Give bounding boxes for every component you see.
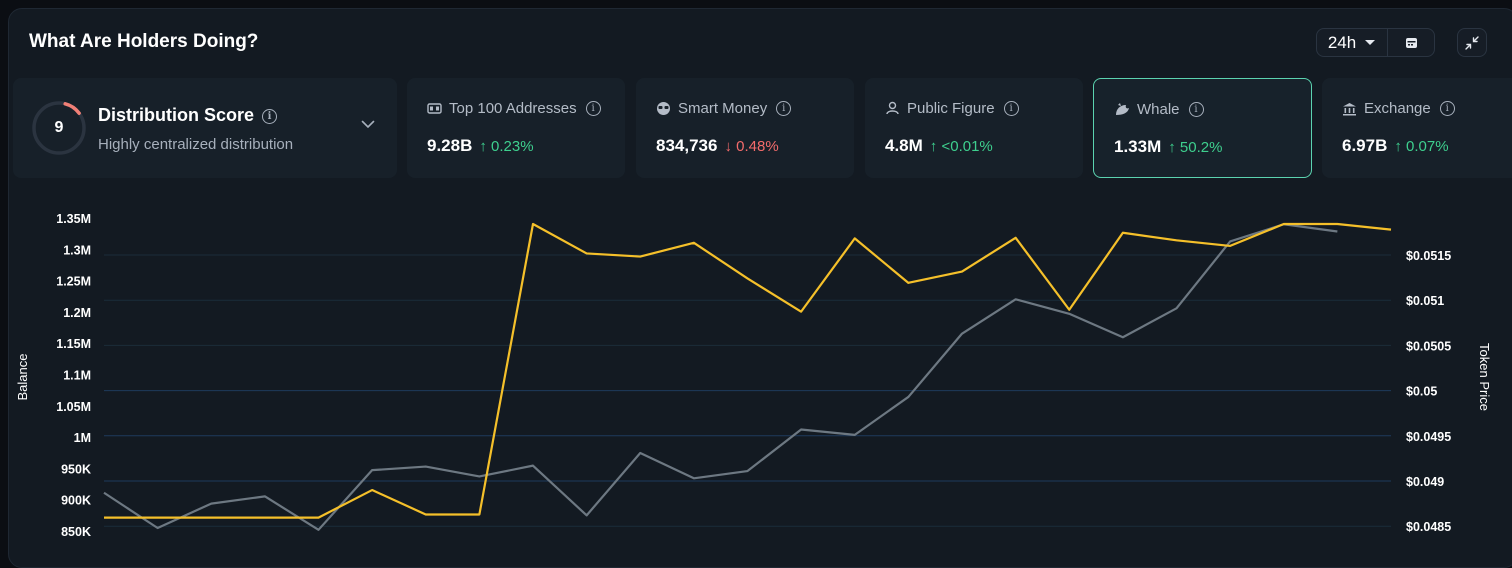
- distribution-subtitle: Highly centralized distribution: [98, 136, 294, 153]
- info-icon[interactable]: i: [1003, 101, 1019, 116]
- y-tick-label: 1.15M: [56, 337, 91, 351]
- y-tick-label: 1M: [74, 431, 91, 445]
- score-value: 9: [54, 119, 64, 136]
- y-tick-label: 850K: [61, 525, 91, 539]
- y-tick-label: 1.35M: [56, 212, 91, 226]
- collapse-arrows-icon: [1465, 35, 1479, 50]
- y-tick-label: 1.2M: [63, 306, 91, 320]
- info-icon[interactable]: i: [262, 108, 278, 124]
- y2-tick-label: $0.05: [1406, 385, 1437, 399]
- metric-value: 6.97B: [1342, 136, 1388, 155]
- calendar-icon: [1405, 38, 1417, 48]
- chart-grid: [104, 254, 1391, 527]
- y2-tick-label: $0.0515: [1406, 249, 1451, 263]
- holders-panel: What Are Holders Doing? 24h 9 Dis: [8, 8, 1512, 568]
- range-dropdown[interactable]: 24h: [1317, 29, 1388, 56]
- distribution-score-card[interactable]: 9 Distribution Score i Highly centralized…: [13, 78, 397, 178]
- distribution-title-text: Distribution Score: [98, 105, 255, 125]
- y2-axis-title: Token Price: [1477, 343, 1492, 411]
- metric-change: ↑ 0.07%: [1394, 138, 1449, 155]
- metric-label: Exchange i: [1342, 100, 1455, 117]
- y-tick-label: 950K: [61, 462, 91, 476]
- caret-down-icon: [1365, 39, 1376, 45]
- metric-label-text: Smart Money: [678, 100, 768, 117]
- y-tick-label: 1.25M: [56, 275, 91, 289]
- metric-change-text: 0.23%: [491, 138, 534, 155]
- metric-change: ↑ <0.01%: [929, 138, 993, 155]
- metric-value: 834,736: [656, 136, 718, 155]
- metric-values: 834,736 ↓ 0.48%: [656, 136, 779, 156]
- score-ring: [32, 101, 86, 155]
- metric-change-text: 0.48%: [736, 138, 779, 155]
- metric-card-public-figure[interactable]: Public Figure i 4.8M ↑ <0.01%: [865, 78, 1083, 178]
- calendar-button[interactable]: [1388, 29, 1434, 56]
- metric-card-smart-money[interactable]: Smart Money i 834,736 ↓ 0.48%: [636, 78, 854, 178]
- y2-axis-ticks: $0.0515 $0.051 $0.0505 $0.05 $0.0495 $0.049 $0…: [1406, 249, 1451, 534]
- panel-title: What Are Holders Doing?: [29, 31, 259, 52]
- y2-tick-label: $0.049: [1406, 475, 1444, 489]
- info-icon[interactable]: i: [776, 101, 792, 116]
- metric-values: 1.33M ↑ 50.2%: [1114, 137, 1222, 157]
- y2-tick-label: $0.0505: [1406, 339, 1451, 353]
- metric-value: 4.8M: [885, 136, 923, 155]
- metric-value: 9.28B: [427, 136, 473, 155]
- wallet-icon: [427, 103, 442, 114]
- info-icon[interactable]: i: [1188, 102, 1204, 117]
- metric-label-text: Public Figure: [907, 100, 995, 117]
- metric-change: ↓ 0.48%: [724, 138, 779, 155]
- metric-label: Public Figure i: [885, 100, 1019, 117]
- range-label: 24h: [1327, 32, 1357, 52]
- range-selector[interactable]: 24h: [1316, 28, 1435, 57]
- y-axis-title: Balance: [15, 354, 30, 401]
- y2-tick-label: $0.0495: [1406, 430, 1451, 444]
- metric-values: 4.8M ↑ <0.01%: [885, 136, 993, 156]
- info-icon[interactable]: i: [585, 101, 601, 116]
- metric-change-text: 0.07%: [1406, 138, 1449, 155]
- whale-icon: [1116, 103, 1129, 115]
- sunglasses-icon: [657, 102, 670, 115]
- y-tick-label: 1.05M: [56, 400, 91, 414]
- metric-card-exchange[interactable]: Exchange i 6.97B ↑ 0.07%: [1322, 78, 1512, 178]
- distribution-title: Distribution Score i: [98, 105, 278, 126]
- metric-change: ↑ 0.23%: [479, 138, 534, 155]
- metric-label: Top 100 Addresses i: [427, 100, 601, 117]
- metric-label-text: Top 100 Addresses: [449, 100, 577, 117]
- collapse-button[interactable]: [1457, 28, 1487, 57]
- series-line-token-price: [103, 223, 1338, 531]
- info-icon[interactable]: i: [1439, 101, 1455, 116]
- chevron-down-icon[interactable]: [361, 120, 375, 129]
- metric-values: 9.28B ↑ 0.23%: [427, 136, 534, 156]
- metric-card-top100[interactable]: Top 100 Addresses i 9.28B ↑ 0.23%: [407, 78, 625, 178]
- y2-tick-label: $0.051: [1406, 294, 1444, 308]
- metric-card-whale[interactable]: Whale i 1.33M ↑ 50.2%: [1093, 78, 1312, 178]
- metric-label: Smart Money i: [656, 100, 792, 117]
- metric-label: Whale i: [1114, 101, 1204, 118]
- metric-value: 1.33M: [1114, 137, 1162, 156]
- y-tick-label: 900K: [61, 494, 91, 508]
- metric-change-text: 50.2%: [1179, 139, 1223, 156]
- bank-icon: [1343, 102, 1356, 115]
- chart-series: [103, 222, 1392, 531]
- series-line-balance: [104, 222, 1392, 519]
- y2-tick-label: $0.0485: [1406, 520, 1451, 534]
- person-icon: [886, 101, 899, 115]
- metric-change: ↑ 50.2%: [1168, 139, 1223, 156]
- y-axis-ticks: 1.35M 1.3M 1.25M 1.2M 1.15M 1.1M 1.05M 1M 950K 90…: [56, 212, 91, 539]
- metric-change-text: <0.01%: [941, 138, 993, 155]
- y-tick-label: 1.3M: [63, 243, 91, 257]
- metric-values: 6.97B ↑ 0.07%: [1342, 136, 1449, 156]
- metric-label-text: Exchange: [1364, 100, 1431, 117]
- holders-chart: 1.35M 1.3M 1.25M 1.2M 1.15M 1.1M 1.05M 1M 950K 90…: [15, 212, 1492, 539]
- y-tick-label: 1.1M: [63, 369, 91, 383]
- metric-label-text: Whale: [1137, 101, 1180, 118]
